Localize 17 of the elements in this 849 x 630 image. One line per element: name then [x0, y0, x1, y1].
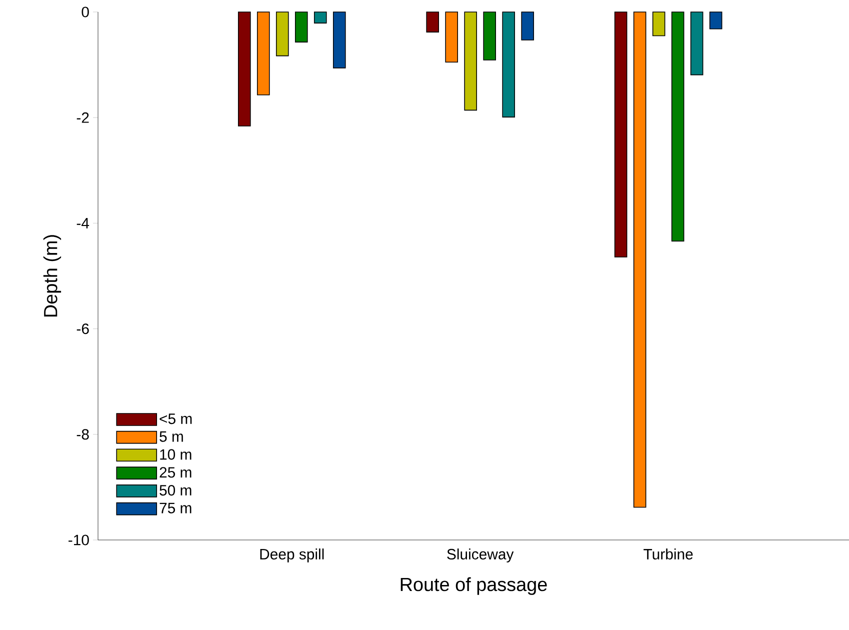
legend-label: 5 m — [160, 431, 183, 442]
x-tick-label: Turbine — [644, 548, 693, 560]
legend-label: <5 m — [160, 414, 192, 424]
y-tick-label: -2 — [76, 112, 89, 123]
y-tick-label: -8 — [76, 429, 89, 440]
legend-label: 25 m — [160, 467, 192, 478]
y-tick-label: -6 — [76, 323, 89, 334]
y-axis-title: Depth (m) — [43, 235, 62, 317]
y-tick-label: -4 — [76, 218, 90, 228]
y-tick-label: 0 — [82, 6, 89, 18]
legend-label: 75 m — [160, 502, 192, 514]
y-tick-label: -10 — [68, 534, 89, 546]
legend-label: 50 m — [160, 484, 192, 496]
legend-label: 10 m — [160, 449, 192, 460]
x-tick-label: Deep spill — [260, 548, 324, 562]
x-tick-label: Sluiceway — [447, 548, 514, 562]
x-axis-title: Route of passage — [400, 577, 547, 595]
